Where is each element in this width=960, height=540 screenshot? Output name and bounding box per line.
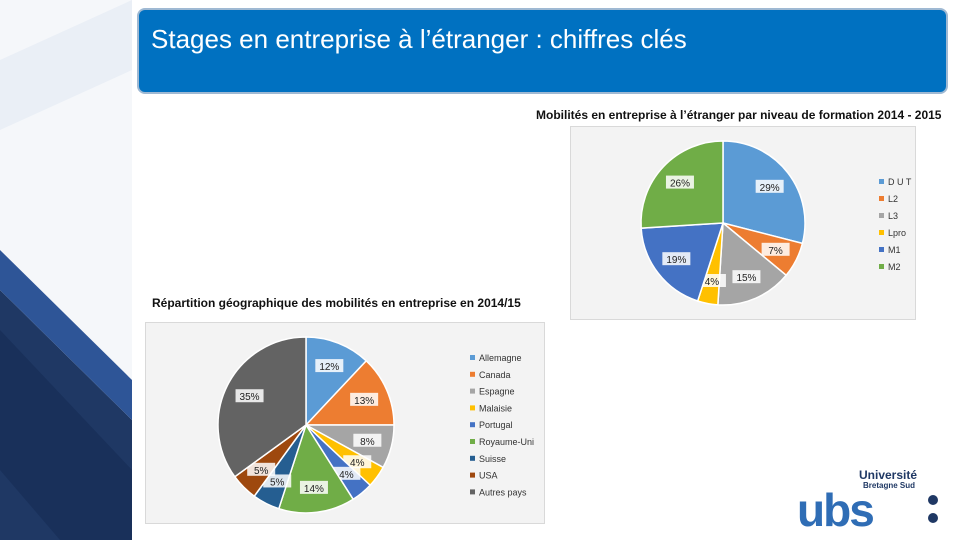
chart2-legend-swatch-5 — [470, 439, 475, 444]
chart2-legend-label-8: Autres pays — [479, 487, 527, 497]
chart1-panel: 29% 7% 15% 4% 19% 26% D U T L2 L3 Lpro M1 M2 — [570, 126, 916, 320]
logo-dot-top — [928, 495, 938, 505]
chart2-data-label-5: 14% — [304, 484, 324, 495]
chart2-pie: 12% 13% 8% 4%4% 14% 5%5% 35% Allemagne Canada Esp… — [217, 336, 534, 514]
chart2-slice-5 — [277, 423, 355, 514]
chart1-legend-swatch-2 — [879, 213, 884, 218]
chart2-data-label-bg-5 — [299, 480, 328, 494]
chart1-data-label-bg-1 — [761, 242, 790, 256]
chart2-legend-label-4: Portugal — [479, 420, 513, 430]
chart2-legend-swatch-7 — [470, 472, 475, 478]
chart1-legend-swatch-4 — [879, 247, 884, 252]
chart2-legend-label-7: USA — [479, 471, 498, 481]
chart2-legend-label-2: Espagne — [479, 387, 515, 397]
chart1-data-label-bg-2 — [732, 270, 761, 284]
chart2-data-label-7: 5% — [254, 466, 269, 477]
chart2-panel: 12% 13% 8% 4% 4% 14% 5% 5% 35% Allemagne Canada Esp… — [145, 322, 545, 524]
chart1-data-label-3: 4% — [705, 277, 720, 288]
title-banner: Stages en entreprise à l’étranger : chif… — [137, 8, 948, 94]
chart1-data-label-5: 26% — [670, 179, 690, 190]
chart2-legend-label-0: Allemagne — [479, 353, 522, 363]
chart2-data-label-8: 35% — [240, 392, 260, 403]
chart1-slice-2 — [717, 221, 788, 306]
chart1-legend-label-5: M2 — [888, 262, 901, 272]
chart2-data-label-3: 4% — [350, 458, 365, 469]
chart1-data-label-2: 15% — [736, 273, 756, 284]
ubs-logo-graphic: Université Bretagne Sud ubs — [797, 468, 938, 536]
chart2-data-label-bg-1 — [350, 392, 379, 406]
chart2-data-label-bg-8 — [235, 389, 264, 403]
chart1-legend-swatch-5 — [879, 264, 884, 269]
chart1-legend-label-1: L2 — [888, 194, 898, 204]
chart1-data-label-bg-5 — [665, 175, 694, 189]
chart1-pie: 29% 7% 15% 4% 19% 26% D U T L2 L3 Lpro M1 M2 — [640, 140, 912, 306]
chart1-legend-label-4: M1 — [888, 245, 901, 255]
left-decoration-graphic — [0, 0, 132, 540]
logo-dot-bottom — [928, 513, 938, 523]
chart2-data-label-bg-2 — [353, 433, 382, 447]
chart1-data-label-bg-4 — [662, 252, 691, 266]
chart1-legend-label-3: Lpro — [888, 228, 906, 238]
chart2-data-label-bg-7 — [247, 462, 276, 476]
chart2-legend-swatch-6 — [470, 455, 475, 461]
chart2-data-label-4: 4% — [339, 470, 354, 481]
chart1-legend-label-0: D U T — [888, 177, 912, 187]
chart2-data-label-bg-0 — [315, 359, 344, 373]
chart2-legend-label-5: Royaume-Uni — [479, 437, 534, 447]
chart1-legend-label-2: L3 — [888, 211, 898, 221]
chart2-slice-8 — [217, 336, 307, 478]
logo-line2: Bretagne Sud — [863, 481, 915, 490]
chart2-legend-swatch-3 — [470, 405, 475, 411]
chart2-legend-swatch-1 — [470, 371, 475, 377]
chart1-data-label-1: 7% — [768, 246, 783, 257]
chart2-slice-0 — [305, 336, 368, 427]
chart2-title: Répartition géographique des mobilités e… — [152, 296, 521, 310]
chart2-data-label-2: 8% — [360, 437, 375, 448]
chart2-legend-swatch-2 — [470, 388, 475, 394]
chart2-data-label-bg-6 — [263, 474, 292, 488]
logo-line1: Université — [859, 468, 917, 482]
slide-title: Stages en entreprise à l’étranger : chif… — [151, 24, 687, 54]
chart2-data-label-bg-3 — [343, 455, 372, 469]
chart2-data-label-1: 13% — [354, 396, 374, 407]
chart2-legend-swatch-4 — [470, 422, 475, 428]
chart1-data-label-0: 29% — [760, 183, 780, 194]
chart1-data-label-bg-0 — [755, 179, 784, 193]
chart2-legend-label-3: Malaisie — [479, 403, 512, 413]
chart1-legend-swatch-1 — [879, 196, 884, 201]
chart1-legend-swatch-3 — [879, 230, 884, 235]
chart2-slice-1 — [304, 359, 395, 426]
chart2-legend-swatch-0 — [470, 355, 475, 360]
chart2-data-label-6: 5% — [270, 477, 285, 488]
chart2-data-label-0: 12% — [319, 362, 339, 373]
chart2-legend-label-1: Canada — [479, 370, 511, 380]
left-decoration-strip — [0, 0, 132, 540]
ubs-logo: Université Bretagne Sud ubs — [795, 468, 945, 536]
chart1-title: Mobilités en entreprise à l’étranger par… — [536, 108, 942, 122]
chart1-data-label-4: 19% — [666, 255, 686, 266]
chart2-legend-swatch-8 — [470, 489, 475, 495]
chart2-legend-label-6: Suisse — [479, 454, 506, 464]
logo-wordmark: ubs — [797, 484, 873, 530]
chart1-legend-swatch-0 — [879, 179, 884, 184]
